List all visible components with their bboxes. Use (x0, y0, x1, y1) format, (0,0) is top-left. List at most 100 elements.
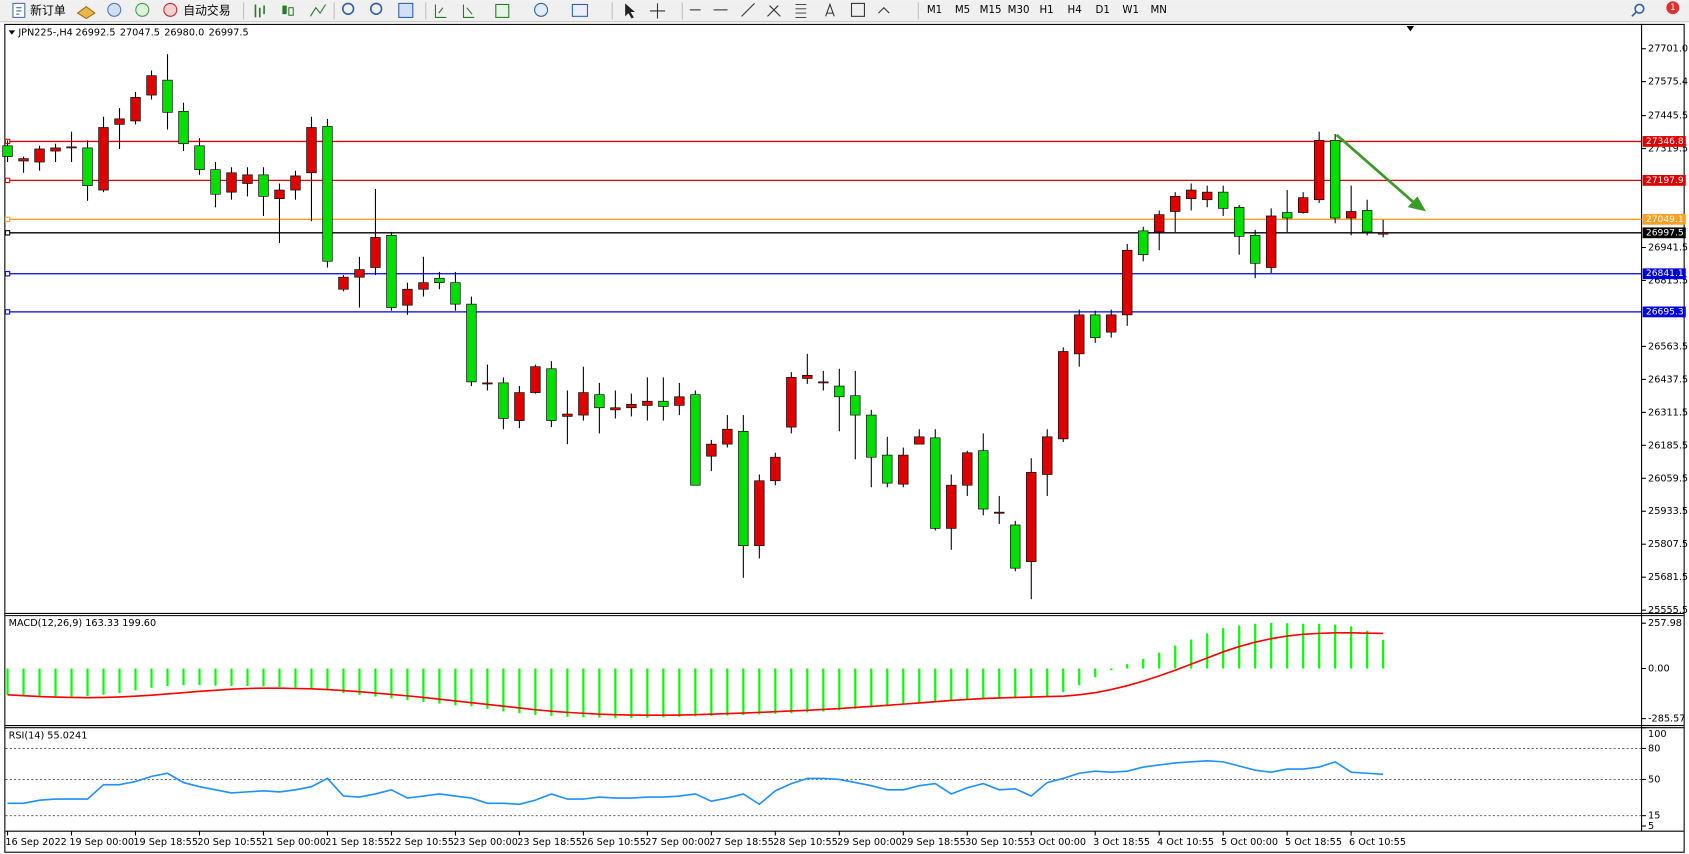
candle-body (306, 127, 317, 174)
price-level-label: 27346.8 (1646, 136, 1684, 147)
price-level-label: 26997.5 (1646, 227, 1684, 238)
candle-body (322, 126, 333, 262)
navigator-button[interactable] (135, 2, 150, 17)
plot-layer: 27701.0 27575.4 27445.5 27319.5 26941.5 26815… (2, 44, 1688, 848)
chart-shift-button[interactable] (434, 4, 447, 18)
candle-body (594, 394, 605, 409)
candle-body (50, 147, 61, 152)
trend-arrow[interactable] (1335, 133, 1416, 204)
bar-chart-button[interactable] (254, 4, 265, 18)
timeframe-button[interactable]: MN (1150, 5, 1166, 16)
new-order-icon-lines (16, 7, 22, 15)
notification-badge[interactable] (1666, 1, 1680, 15)
timeframe-button[interactable]: H4 (1068, 5, 1082, 16)
timeframe-button[interactable]: M15 (980, 5, 1002, 16)
candle-body (1377, 232, 1389, 235)
candle-body (1329, 140, 1341, 219)
timeframe-button[interactable]: M1 (927, 5, 942, 16)
trendline-button[interactable] (741, 3, 755, 17)
price-level-handle (4, 309, 11, 315)
arrows-button[interactable] (878, 6, 890, 14)
y-tick-label: 25555.5 (1648, 605, 1688, 616)
price-level-handle (4, 216, 11, 223)
timeframe-button[interactable]: W1 (1122, 5, 1139, 16)
candle-body (82, 147, 93, 186)
tile-windows-button[interactable] (398, 2, 414, 18)
indicators-button[interactable] (495, 3, 510, 18)
ohlc-value: 26997.5 (209, 28, 249, 39)
x-tick-label: 22 Sep 10:55 (389, 837, 454, 848)
y-tick-label: 27575.4 (1648, 77, 1688, 88)
periods-button[interactable] (534, 2, 549, 17)
y-tick-label: 26941.5 (1648, 242, 1688, 253)
x-tick-label: 28 Sep 10:55 (773, 837, 838, 848)
chart-ohlc: 26992.5 27047.5 26980.0 26997.5 (75, 28, 248, 39)
autoscroll-button[interactable] (462, 4, 475, 18)
candle-body (98, 127, 109, 191)
chart-shift-marker (1406, 26, 1415, 32)
candle-body (1361, 210, 1373, 233)
candle-body (418, 282, 429, 290)
search-button[interactable] (1634, 3, 1645, 14)
candle-body (1266, 215, 1277, 268)
candle-body (562, 413, 573, 417)
channel-button[interactable] (767, 5, 781, 17)
x-tick-label: 5 Oct 18:55 (1285, 837, 1342, 848)
templates-button[interactable] (571, 3, 588, 17)
y-tick-label: 26185.5 (1648, 440, 1688, 451)
x-tick-label: 21 Sep 18:55 (325, 837, 390, 848)
y-tick-label: -285.57 (1648, 714, 1685, 725)
y-tick-label: 26059.5 (1648, 473, 1688, 484)
zoom-out-button[interactable] (369, 2, 383, 15)
candle-body (466, 303, 477, 383)
y-tick-label: 25807.5 (1648, 539, 1688, 550)
candle-body (258, 174, 269, 197)
crosshair-button[interactable] (649, 3, 666, 19)
candle-body (1218, 191, 1229, 209)
x-tick-label: 3 Oct 18:55 (1093, 837, 1150, 848)
candle-chart-button-2[interactable] (288, 7, 294, 16)
y-tick-label: 26563.5 (1648, 341, 1688, 352)
candle-body (1202, 191, 1213, 201)
timeframe-button[interactable]: M5 (955, 5, 970, 16)
timeframe-button[interactable]: M30 (1008, 5, 1030, 16)
price-level-handle (4, 177, 11, 184)
cursor-button[interactable] (625, 3, 635, 19)
data-window-button[interactable] (107, 2, 122, 17)
price-level-label: 26841.1 (1646, 268, 1684, 279)
market-watch-button[interactable] (76, 5, 96, 20)
y-tick-label: 27701.0 (1648, 44, 1688, 55)
candle-chart-button[interactable] (282, 5, 287, 15)
price-level-label: 27049.1 (1646, 214, 1684, 225)
candle-body (834, 385, 845, 398)
candle-body (1297, 197, 1309, 213)
rsi-title: RSI(14) 55.0241 (9, 730, 88, 741)
text-label-button[interactable] (850, 2, 865, 17)
fibonacci-button[interactable] (795, 4, 807, 18)
candle-body (1154, 214, 1165, 233)
ohlc-value: 27047.5 (120, 28, 160, 39)
notification-count: 1 (1670, 3, 1675, 13)
zoom-in-button[interactable] (341, 2, 355, 15)
candle-body (450, 282, 461, 305)
text-button[interactable] (825, 2, 835, 17)
candle-body (530, 366, 541, 393)
candle-body (658, 400, 669, 407)
candle-body (1138, 230, 1149, 256)
timeframe-button[interactable]: H1 (1040, 5, 1054, 16)
y-tick-label: 5 (1648, 821, 1654, 832)
auto-trading-button[interactable]: 自动交易 (163, 2, 231, 17)
candle-body (738, 430, 749, 546)
candle-body (274, 189, 285, 200)
y-tick-label: 27445.5 (1648, 111, 1688, 122)
candle-body (786, 377, 797, 428)
candle-body (194, 145, 205, 170)
timeframe-button[interactable]: D1 (1095, 5, 1109, 16)
candle-body (162, 79, 173, 113)
candle-body (706, 443, 717, 457)
y-tick-label: 26311.5 (1648, 407, 1688, 418)
chart-menu-arrow[interactable] (8, 30, 16, 35)
line-chart-button[interactable] (309, 4, 326, 17)
new-order-button[interactable]: 新订单 (12, 2, 66, 18)
